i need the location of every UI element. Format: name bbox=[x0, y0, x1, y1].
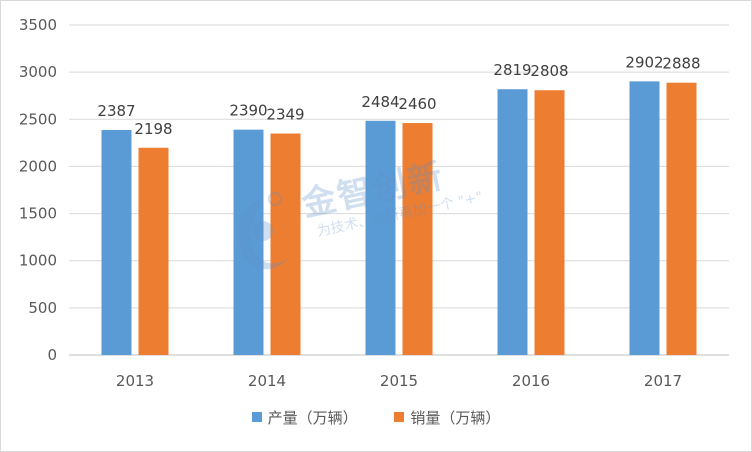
legend-label-production: 产量（万辆） bbox=[267, 409, 358, 427]
data-label-sales: 2808 bbox=[530, 62, 568, 80]
data-label-production: 2819 bbox=[493, 61, 531, 79]
x-tick-label: 2017 bbox=[644, 372, 682, 390]
bar-sales bbox=[270, 133, 301, 355]
bar-sales bbox=[402, 123, 433, 355]
data-label-production: 2387 bbox=[97, 102, 135, 120]
data-label-production: 2390 bbox=[229, 102, 267, 120]
legend-swatch-production bbox=[251, 412, 262, 422]
legend-swatch-sales bbox=[394, 412, 405, 422]
data-label-sales: 2198 bbox=[134, 120, 172, 138]
bar-production bbox=[629, 81, 660, 355]
y-tick-label: 1500 bbox=[19, 205, 57, 223]
x-tick-label: 2016 bbox=[512, 372, 550, 390]
legend: 产量（万辆） 销量（万辆） bbox=[1, 407, 751, 428]
bar-production bbox=[233, 129, 264, 355]
bar-sales bbox=[666, 82, 697, 356]
y-tick-label: 1000 bbox=[19, 252, 57, 270]
legend-item-sales: 销量（万辆） bbox=[394, 407, 500, 428]
bar-production bbox=[365, 120, 396, 356]
bar-sales bbox=[138, 147, 169, 355]
data-label-sales: 2460 bbox=[398, 95, 436, 113]
y-tick-label: 2000 bbox=[19, 157, 57, 175]
data-label-production: 2484 bbox=[361, 93, 399, 111]
data-label-sales: 2349 bbox=[266, 106, 304, 124]
bar-sales bbox=[534, 90, 565, 355]
y-tick-label: 3500 bbox=[19, 16, 57, 34]
x-tick-label: 2013 bbox=[116, 372, 154, 390]
x-tick-label: 2015 bbox=[380, 372, 418, 390]
x-tick-label: 2014 bbox=[248, 372, 286, 390]
legend-item-production: 产量（万辆） bbox=[251, 407, 358, 428]
y-tick-label: 500 bbox=[28, 299, 57, 317]
data-label-production: 2902 bbox=[625, 53, 663, 71]
bar-production bbox=[497, 89, 528, 356]
legend-label-sales: 销量（万辆） bbox=[410, 409, 501, 427]
y-tick-label: 3000 bbox=[19, 63, 57, 81]
y-tick-label: 0 bbox=[47, 346, 57, 364]
y-tick-label: 2500 bbox=[19, 110, 57, 128]
bar-production bbox=[101, 129, 132, 355]
data-label-sales: 2888 bbox=[662, 55, 700, 73]
